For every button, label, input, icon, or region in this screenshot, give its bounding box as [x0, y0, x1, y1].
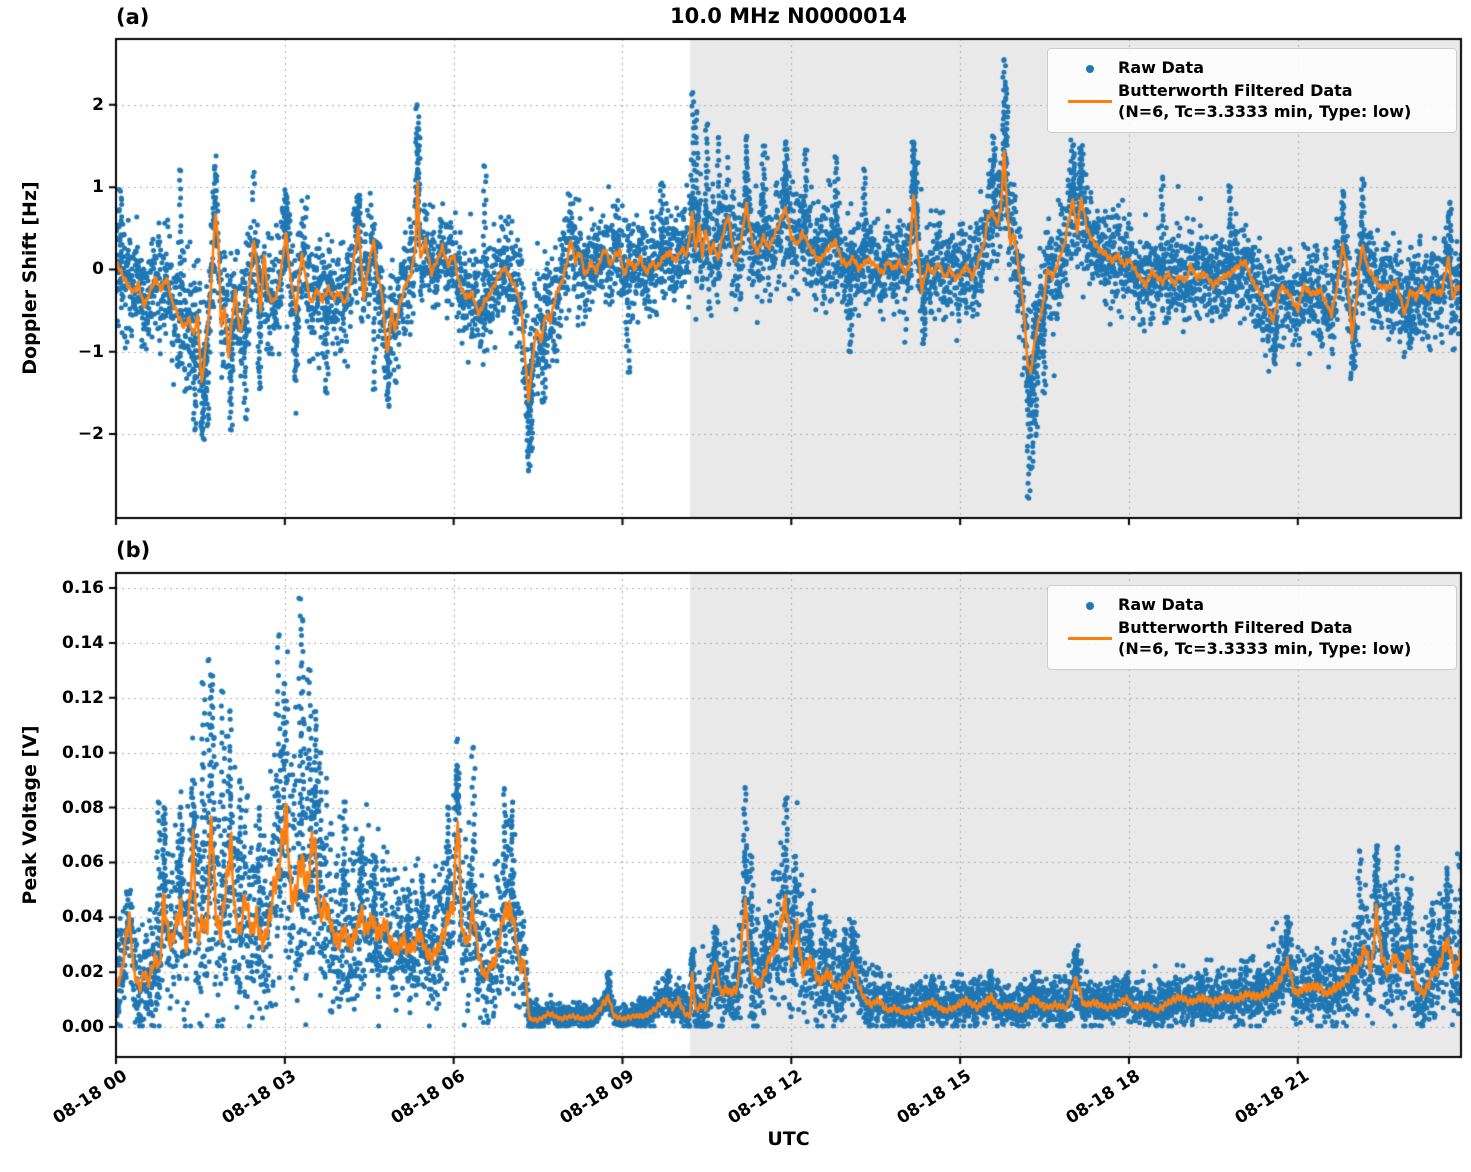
legend-filtered-line1: Butterworth Filtered Data	[1118, 618, 1353, 637]
legend-filtered-line2: (N=6, Tc=3.3333 min, Type: low)	[1118, 101, 1412, 121]
y-tick-label-a: 2	[92, 94, 104, 115]
raw-data-marker-icon	[1062, 58, 1118, 79]
legend-row-raw: Raw Data	[1062, 595, 1444, 616]
y-tick-label-b: 0.04	[62, 907, 104, 928]
figure-title: 10.0 MHz N0000014	[670, 4, 907, 28]
legend-filtered-label: Butterworth Filtered Data (N=6, Tc=3.333…	[1118, 618, 1411, 660]
y-tick-label-b: 0.16	[62, 578, 104, 599]
y-tick-label-b: 0.00	[62, 1017, 104, 1038]
legend-filtered-line2: (N=6, Tc=3.3333 min, Type: low)	[1118, 638, 1412, 658]
legend-row-filtered: Butterworth Filtered Data (N=6, Tc=3.333…	[1062, 618, 1444, 660]
legend-panel-b: Raw Data Butterworth Filtered Data (N=6,…	[1047, 585, 1457, 670]
y-tick-label-b: 0.06	[62, 852, 104, 873]
y-tick-label-b: 0.08	[62, 797, 104, 818]
legend-filtered-line1: Butterworth Filtered Data	[1118, 81, 1353, 100]
y-tick-label-b: 0.14	[62, 632, 104, 653]
legend-raw-label: Raw Data	[1118, 595, 1204, 614]
legend-row-filtered: Butterworth Filtered Data (N=6, Tc=3.333…	[1062, 81, 1444, 123]
y-tick-label-b: 0.10	[62, 742, 104, 763]
y-tick-label-b: 0.02	[62, 962, 104, 983]
y-tick-label-a: −2	[77, 424, 104, 445]
raw-data-marker-icon	[1062, 595, 1118, 616]
legend-row-raw: Raw Data	[1062, 58, 1444, 79]
y-tick-label-a: −1	[77, 341, 104, 362]
legend-raw-label: Raw Data	[1118, 58, 1204, 77]
filtered-line-marker-icon	[1062, 618, 1118, 658]
panel-b-label: (b)	[116, 538, 151, 562]
panel-a-label: (a)	[116, 5, 150, 29]
filtered-line-marker-icon	[1062, 81, 1118, 121]
y-tick-label-a: 0	[92, 259, 104, 280]
y-tick-label-a: 1	[92, 177, 104, 198]
x-axis-label: UTC	[767, 1128, 810, 1150]
legend-filtered-label: Butterworth Filtered Data (N=6, Tc=3.333…	[1118, 81, 1411, 123]
y-tick-label-b: 0.12	[62, 687, 104, 708]
legend-panel-a: Raw Data Butterworth Filtered Data (N=6,…	[1047, 48, 1457, 133]
